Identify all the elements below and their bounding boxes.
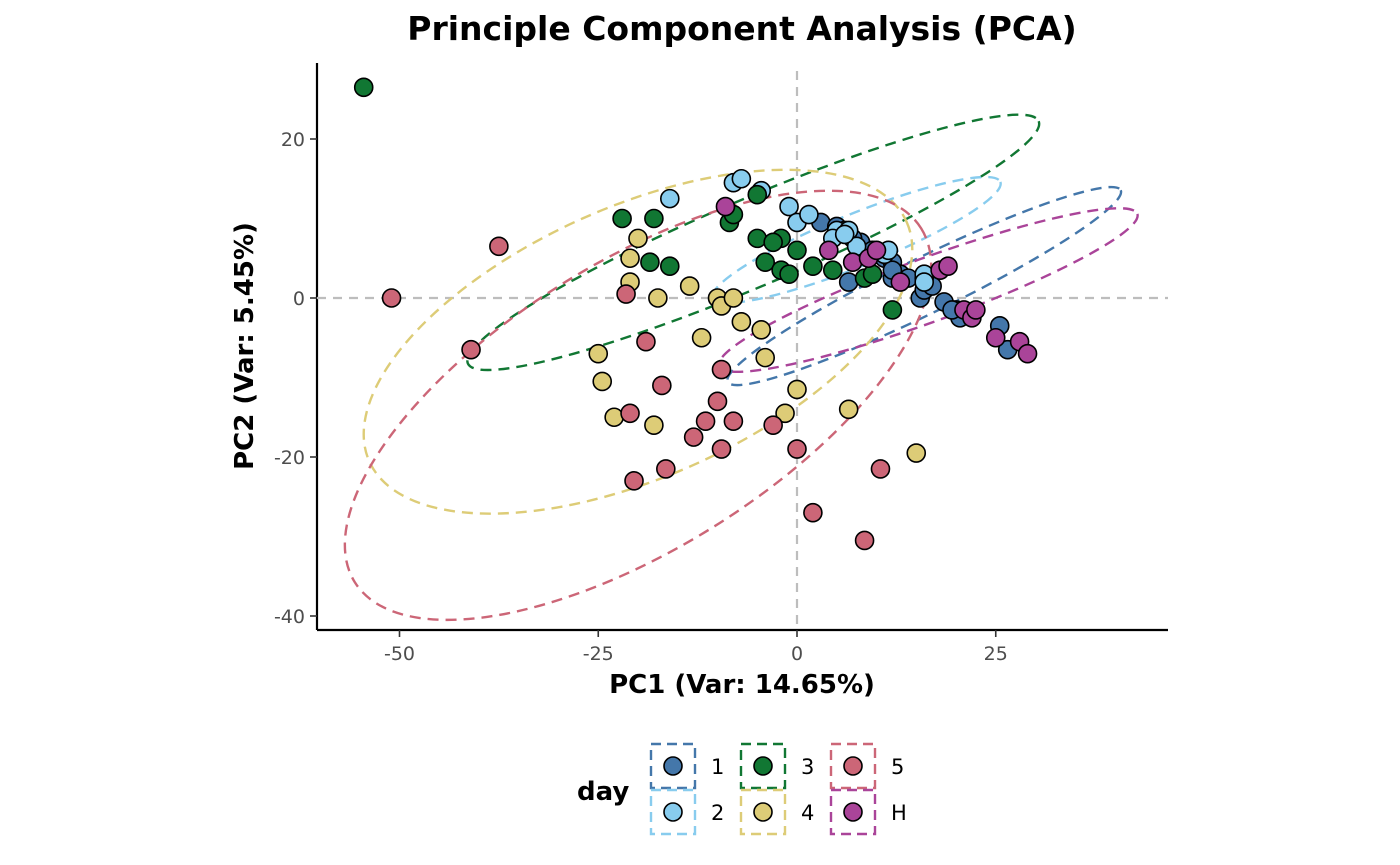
data-point-5 bbox=[616, 284, 636, 304]
data-point-4 bbox=[787, 379, 807, 400]
data-point-3 bbox=[763, 232, 783, 253]
x-tick-label: -50 bbox=[384, 643, 415, 665]
data-point-4 bbox=[644, 415, 664, 436]
y-tick-label: 0 bbox=[293, 288, 305, 310]
data-point-4 bbox=[691, 327, 712, 348]
data-point-3 bbox=[659, 256, 680, 277]
data-point-H bbox=[866, 240, 887, 261]
data-point-4 bbox=[679, 276, 700, 296]
data-point-3 bbox=[644, 208, 664, 229]
data-point-3 bbox=[612, 208, 632, 229]
data-point-3 bbox=[747, 184, 768, 205]
legend-marker-3 bbox=[753, 756, 773, 776]
legend-marker-5 bbox=[843, 756, 863, 776]
data-point-5 bbox=[624, 471, 644, 491]
data-point-2 bbox=[914, 272, 935, 292]
data-point-5 bbox=[620, 403, 640, 424]
data-point-H bbox=[715, 196, 736, 217]
plot-area: -50 -25 0 25 -40 -20 0 20 bbox=[274, 63, 1168, 665]
x-tick-label: -25 bbox=[583, 643, 614, 665]
legend-label-1: 1 bbox=[711, 755, 724, 779]
data-point-4 bbox=[628, 228, 648, 249]
data-point-H bbox=[1017, 343, 1038, 364]
data-point-3 bbox=[755, 252, 776, 273]
data-point-3 bbox=[747, 228, 768, 249]
data-point-3 bbox=[787, 240, 807, 261]
data-point-3 bbox=[882, 300, 903, 320]
y-tick-label: 20 bbox=[281, 129, 305, 151]
data-point-4 bbox=[604, 407, 624, 428]
data-point-5 bbox=[652, 375, 672, 396]
data-point-2 bbox=[779, 196, 799, 217]
data-point-4 bbox=[648, 288, 668, 308]
data-point-5 bbox=[763, 415, 783, 436]
data-point-5 bbox=[461, 339, 481, 360]
data-point-3 bbox=[822, 260, 843, 280]
legend: day 1 3 5 2 4 H bbox=[577, 742, 907, 836]
data-point-5 bbox=[381, 288, 402, 308]
legend-key-5 bbox=[829, 742, 877, 790]
data-point-4 bbox=[731, 312, 752, 332]
data-point-3 bbox=[779, 264, 799, 284]
data-point-5 bbox=[683, 427, 704, 447]
data-point-4 bbox=[775, 403, 795, 424]
data-point-4 bbox=[755, 347, 776, 368]
data-point-5 bbox=[711, 359, 732, 380]
data-point-3 bbox=[803, 256, 823, 277]
x-axis-title: PC1 (Var: 14.65%) bbox=[609, 670, 875, 700]
data-point-3 bbox=[862, 264, 883, 284]
legend-label-H: H bbox=[891, 801, 907, 825]
data-point-1 bbox=[838, 272, 859, 292]
data-point-4 bbox=[588, 343, 609, 364]
legend-marker-1 bbox=[663, 756, 683, 776]
x-tick-label: 0 bbox=[791, 643, 803, 665]
data-point-2 bbox=[834, 224, 855, 245]
data-point-5 bbox=[803, 502, 823, 523]
data-point-5 bbox=[854, 530, 875, 551]
data-point-4 bbox=[723, 288, 744, 308]
chart-title: Principle Component Analysis (PCA) bbox=[407, 9, 1076, 48]
data-point-5 bbox=[707, 391, 728, 412]
data-point-4 bbox=[906, 443, 927, 463]
legend-label-3: 3 bbox=[801, 755, 814, 779]
data-point-5 bbox=[711, 439, 732, 459]
data-point-5 bbox=[723, 411, 744, 432]
data-point-5 bbox=[787, 439, 807, 459]
legend-marker-4 bbox=[753, 802, 773, 822]
data-point-4 bbox=[751, 319, 772, 340]
data-point-5 bbox=[656, 459, 676, 479]
data-point-H bbox=[985, 327, 1006, 348]
data-point-H bbox=[966, 300, 986, 320]
legend-label-4: 4 bbox=[801, 801, 814, 825]
confidence-ellipse-5 bbox=[343, 189, 933, 622]
data-point-5 bbox=[695, 411, 716, 432]
y-tick-label: -20 bbox=[274, 447, 305, 469]
data-point-2 bbox=[799, 204, 819, 225]
x-tick-label: 25 bbox=[984, 643, 1008, 665]
data-point-2 bbox=[659, 188, 680, 209]
data-point-H bbox=[842, 252, 863, 273]
data-point-5 bbox=[870, 459, 891, 479]
data-point-5 bbox=[636, 331, 656, 352]
data-point-H bbox=[818, 240, 839, 261]
data-point-H bbox=[890, 272, 911, 292]
y-axis-title: PC2 (Var: 5.45%) bbox=[230, 222, 260, 470]
y-tick-label: -40 bbox=[274, 606, 305, 628]
confidence-ellipse-4 bbox=[362, 168, 914, 515]
data-point-4 bbox=[592, 371, 613, 392]
data-point-4 bbox=[620, 248, 640, 269]
data-point-2 bbox=[731, 168, 752, 189]
legend-title: day bbox=[577, 777, 629, 807]
legend-label-5: 5 bbox=[891, 755, 904, 779]
legend-label-2: 2 bbox=[711, 801, 724, 825]
data-point-3 bbox=[353, 77, 374, 98]
data-point-4 bbox=[838, 399, 859, 420]
data-point-5 bbox=[489, 236, 509, 257]
legend-marker-H bbox=[843, 802, 863, 822]
data-point-3 bbox=[640, 252, 660, 273]
legend-marker-2 bbox=[663, 802, 683, 822]
data-point-H bbox=[938, 256, 958, 277]
